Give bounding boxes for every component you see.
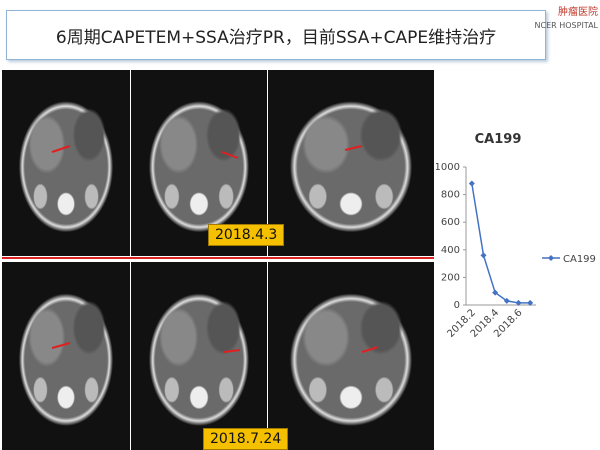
date-label: 2018.4.3	[208, 224, 285, 246]
chart-title: CA199	[475, 132, 522, 147]
y-tick-label: 200	[441, 272, 460, 283]
logo-english: NCER HOSPITAL	[534, 21, 599, 30]
ct-image	[2, 70, 130, 256]
data-point	[492, 289, 499, 296]
arrows	[51, 145, 379, 353]
title-box: 6周期CAPETEM+SSA治疗PR，目前SSA+CAPE维持治疗	[6, 10, 546, 60]
date-label: 2018.7.24	[203, 428, 289, 450]
data-point	[527, 299, 534, 306]
ct-image	[268, 70, 434, 256]
logo-name: 肿瘤医院	[558, 7, 598, 18]
data-line	[471, 183, 531, 304]
slide-title: 6周期CAPETEM+SSA治疗PR，目前SSA+CAPE维持治疗	[55, 27, 497, 48]
legend-marker	[548, 255, 554, 261]
y-tick-label: 0	[454, 300, 460, 311]
data-point	[503, 297, 510, 304]
data-point	[515, 299, 522, 306]
separator	[2, 257, 434, 259]
y-tick-label: 400	[441, 245, 460, 256]
ct-image	[131, 262, 267, 450]
ct-image	[2, 262, 130, 450]
y-tick-label: 800	[441, 190, 460, 201]
logo: 肿瘤医院 NCER HOSPITAL	[535, 6, 599, 32]
data-point	[468, 180, 475, 187]
y-tick-label: 1000	[436, 162, 460, 173]
chart: CA199 020040060080010002018.22018.42018.…	[436, 132, 596, 340]
legend-label: CA199	[563, 254, 596, 265]
data-point	[480, 252, 487, 259]
y-tick-label: 600	[441, 217, 460, 228]
ct-image	[268, 262, 434, 450]
